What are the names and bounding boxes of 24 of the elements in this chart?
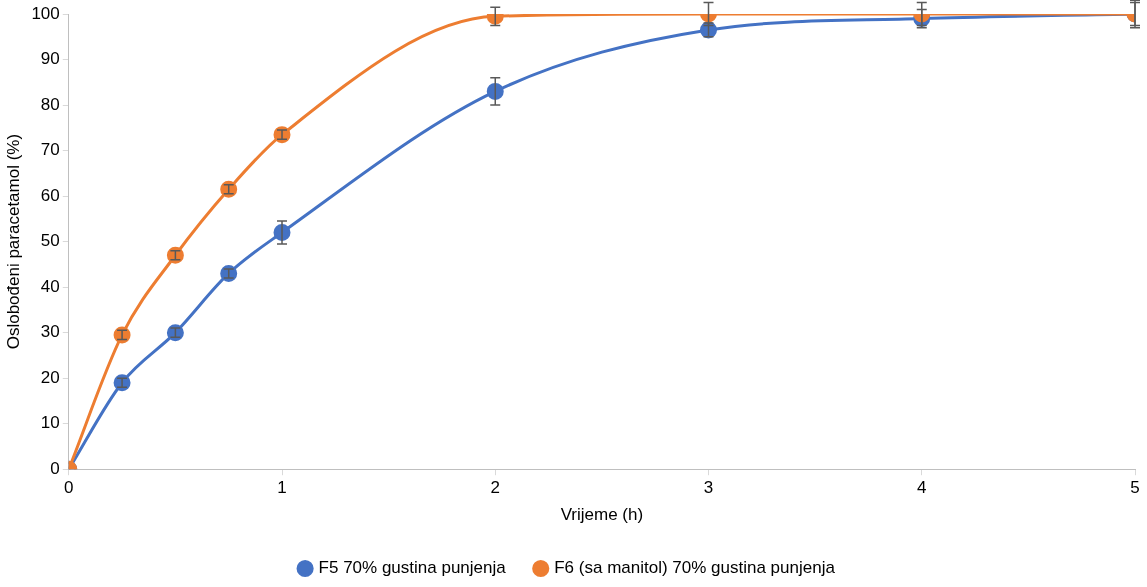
x-tick-label: 4	[917, 478, 927, 498]
y-tick-label: 10	[40, 413, 60, 433]
y-tick-label: 40	[40, 276, 60, 296]
x-axis-title: Vrijeme (h)	[560, 505, 644, 525]
point	[220, 264, 238, 282]
y-tick-label: 80	[40, 94, 60, 114]
y-tick-label: 70	[40, 140, 60, 160]
x-tick-label: 3	[703, 478, 714, 498]
y-tick-label: 100	[31, 3, 60, 23]
point	[166, 324, 184, 342]
y-tick-label: 90	[40, 49, 60, 69]
legend-label: F5 70% gustina punjenja	[318, 558, 507, 578]
y-tick-label: 20	[40, 367, 60, 387]
y-tick-label: 60	[40, 185, 60, 205]
point	[273, 126, 291, 144]
x-tick-label: 1	[277, 478, 287, 498]
x-tick-label: 2	[490, 478, 500, 498]
y-tick-label: 50	[40, 231, 60, 251]
x-tick-label: 5	[1130, 478, 1140, 498]
y-tick-label: 0	[50, 458, 60, 478]
x-tick-label: 0	[64, 478, 74, 498]
y-tick-label: 30	[40, 322, 60, 342]
legend-label: F6 (sa manitol) 70% gustina punjenja	[554, 558, 836, 578]
y-axis-title: Oslobođeni paracetamol (%)	[3, 133, 23, 350]
